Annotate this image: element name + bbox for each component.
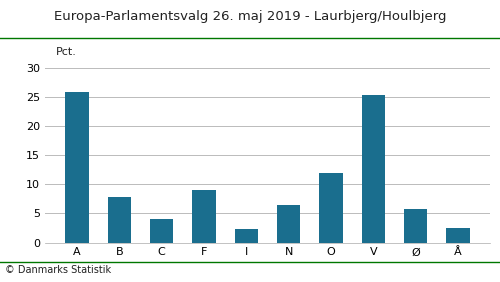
Bar bbox=[362, 95, 385, 243]
Bar bbox=[108, 197, 131, 243]
Text: Pct.: Pct. bbox=[56, 47, 76, 57]
Text: © Danmarks Statistik: © Danmarks Statistik bbox=[5, 265, 111, 275]
Bar bbox=[234, 229, 258, 243]
Bar bbox=[446, 228, 470, 243]
Bar bbox=[150, 219, 173, 243]
Bar bbox=[404, 209, 427, 243]
Bar bbox=[320, 173, 342, 243]
Bar bbox=[192, 190, 216, 243]
Bar bbox=[65, 92, 88, 243]
Bar bbox=[277, 205, 300, 243]
Text: Europa-Parlamentsvalg 26. maj 2019 - Laurbjerg/Houlbjerg: Europa-Parlamentsvalg 26. maj 2019 - Lau… bbox=[54, 10, 446, 23]
